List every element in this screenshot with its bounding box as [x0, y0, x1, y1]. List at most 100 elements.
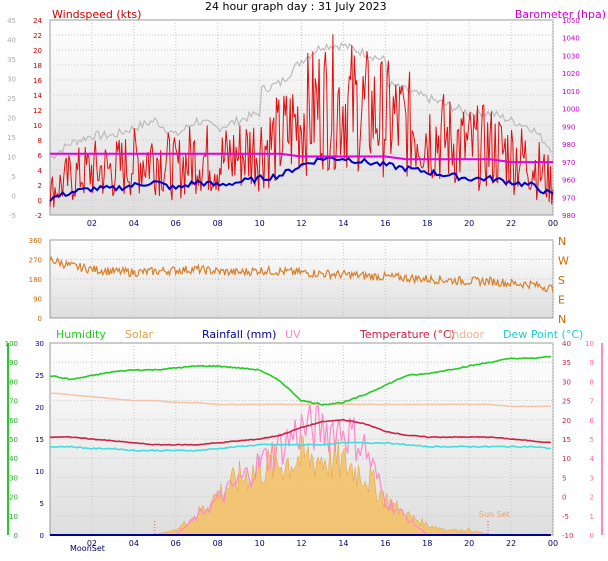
- windspeed-axis-title: Windspeed (kts): [52, 8, 141, 21]
- uv-axis-tick-label: 8: [590, 378, 594, 386]
- temperature-axis-tick-label: 5: [562, 474, 566, 482]
- gust-axis-tick-label: 5: [12, 173, 16, 181]
- humidity-axis-tick-label: 0: [14, 532, 18, 540]
- uv-axis-tick-label: 3: [590, 474, 594, 482]
- wind-panel-x-tick-label: 12: [296, 219, 306, 228]
- uv-axis-tick-label: 5: [590, 436, 594, 444]
- windspeed-axis-tick-label: 10: [33, 122, 42, 130]
- gust-axis-tick-label: 45: [7, 17, 16, 25]
- barometer-axis-tick-label: 970: [562, 194, 575, 202]
- humidity-axis-tick-label: 70: [9, 398, 18, 406]
- temp-panel-x-tick-label: 16: [380, 539, 390, 548]
- gust-axis-tick-label: 0: [12, 193, 16, 201]
- barometer-axis-tick-label: 1010: [562, 88, 580, 96]
- temperature-axis-tick-label: 25: [562, 398, 571, 406]
- humidity-series-line: [49, 355, 552, 406]
- barometer-axis-tick-label: 1000: [562, 106, 580, 114]
- windspeed-axis-tick-label: 4: [38, 167, 43, 175]
- windspeed-axis-tick-label: 8: [38, 137, 42, 145]
- temp-panel-x-tick-label: 22: [506, 539, 516, 548]
- wind-average-series-line: [49, 156, 554, 202]
- barometer-axis-tick-label: 990: [562, 123, 575, 131]
- uv-axis-tick-label: 10: [585, 340, 594, 348]
- barometer-axis-title: Barometer (hpa): [515, 8, 606, 21]
- humidity-axis-tick-label: 20: [9, 494, 18, 502]
- humidity-axis-tick-label: 10: [9, 513, 18, 521]
- legend-solar: Solar: [125, 328, 154, 341]
- temperature-axis-tick-label: 20: [562, 417, 571, 425]
- temperature-axis-tick-label: 40: [562, 340, 571, 348]
- direction-axis-tick-label: 0: [38, 315, 42, 323]
- windspeed-axis-tick-label: 12: [33, 107, 42, 115]
- gust-axis-tick-label: 30: [7, 76, 16, 84]
- wind-panel-x-tick-label: 00: [548, 219, 558, 228]
- temp-panel-x-tick-label: 14: [338, 539, 348, 548]
- gust-axis-tick-label: 20: [7, 115, 16, 123]
- temp-panel-x-tick-label: 10: [254, 539, 264, 548]
- temperature-axis-tick-label: 15: [562, 436, 571, 444]
- direction-axis-tick-label: 360: [29, 237, 42, 245]
- legend-rainfall: Rainfall (mm): [202, 328, 276, 341]
- windspeed-axis-tick-label: 2: [38, 182, 42, 190]
- temp-panel-x-tick-label: 20: [464, 539, 474, 548]
- humidity-axis-tick-label: 60: [9, 417, 18, 425]
- temperature-axis-tick-label: -5: [562, 513, 569, 521]
- barometer-axis-tick-label: 1040: [562, 35, 580, 43]
- temperature-axis-tick-label: 10: [562, 455, 571, 463]
- windspeed-axis-tick-label: 18: [33, 62, 42, 70]
- humidity-axis-tick-label: 90: [9, 359, 18, 367]
- barometer-series-line: [50, 152, 553, 164]
- wind-panel-x-tick-label: 18: [422, 219, 432, 228]
- uv-axis-tick-label: 9: [590, 359, 594, 367]
- direction-axis-tick-label: 270: [29, 257, 42, 265]
- humidity-axis-tick-label: 40: [9, 455, 18, 463]
- windspeed-axis-tick-label: 6: [38, 152, 43, 160]
- gust-axis-tick-label: 35: [7, 56, 16, 64]
- temperature-axis-tick-label: 0: [562, 494, 566, 502]
- windspeed-axis-tick-label: 22: [33, 32, 42, 40]
- barometer-axis-tick-label: 980: [562, 212, 575, 220]
- windspeed-axis-tick-label: 0: [38, 197, 42, 205]
- graph-title: 24 hour graph day : 31 July 2023: [205, 0, 387, 13]
- rainfall-axis-tick-label: 20: [35, 404, 44, 412]
- legend-indoor: Indoor: [449, 328, 485, 341]
- gust-axis-tick-label: 15: [7, 134, 16, 142]
- temp-panel-x-tick-label: 04: [129, 539, 139, 548]
- humidity-axis-tick-label: 50: [9, 436, 18, 444]
- barometer-axis-tick-label: 1050: [562, 17, 580, 25]
- uv-axis-tick-label: 6: [590, 417, 595, 425]
- wind-panel-x-tick-label: 20: [464, 219, 474, 228]
- moonset-label: MoonSet: [70, 544, 105, 553]
- temperature-series-line: [49, 418, 552, 446]
- wind-panel-x-tick-label: 10: [254, 219, 264, 228]
- uv-axis-tick-label: 1: [590, 513, 594, 521]
- rainfall-axis-tick-label: 15: [35, 436, 44, 444]
- legend-humidity: Humidity: [56, 328, 106, 341]
- temp-panel-x-tick-label: 00: [548, 539, 558, 548]
- uv-axis-tick-label: 4: [590, 455, 595, 463]
- direction-compass-label: S: [558, 274, 565, 287]
- temp-panel-x-tick-label: 06: [171, 539, 181, 548]
- gust-axis-tick-label: 10: [7, 154, 16, 162]
- windspeed-axis-tick-label: 24: [33, 17, 42, 25]
- wind-panel-x-tick-label: 14: [338, 219, 348, 228]
- barometer-axis-tick-label: 960: [562, 177, 575, 185]
- windspeed-axis-tick-label: -2: [35, 212, 42, 220]
- wind-panel-x-tick-label: 16: [380, 219, 390, 228]
- direction-compass-label: N: [558, 313, 566, 326]
- humidity-axis-tick-label: 30: [9, 474, 18, 482]
- barometer-axis-tick-label: 1030: [562, 52, 580, 60]
- sunset-label: Sun Set: [479, 510, 510, 519]
- rainfall-axis-tick-label: 0: [40, 532, 44, 540]
- barometer-axis-tick-label: 980: [562, 141, 575, 149]
- temp-panel-x-tick-label: 12: [296, 539, 306, 548]
- temp-panel-x-tick-label: 18: [422, 539, 432, 548]
- windspeed-series-line: [49, 34, 554, 208]
- legend-temperature: Temperature (°C): [359, 328, 455, 341]
- wind-panel-x-tick-label: 04: [129, 219, 139, 228]
- gust-axis-tick-label: 25: [7, 95, 16, 103]
- temp-panel-x-tick-label: 02: [87, 539, 97, 548]
- wind-panel-x-tick-label: 02: [87, 219, 97, 228]
- direction-axis-tick-label: 180: [29, 276, 42, 284]
- wind-panel-x-tick-label: 06: [171, 219, 181, 228]
